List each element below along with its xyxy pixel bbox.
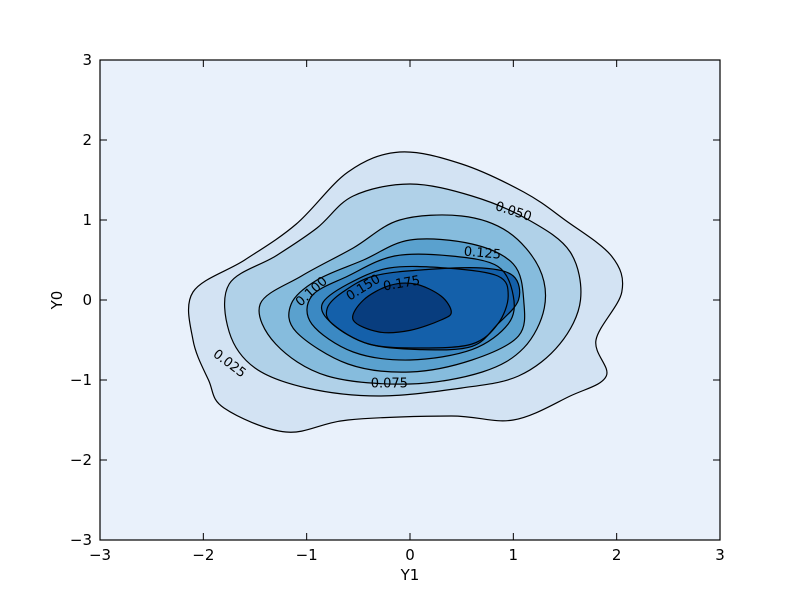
contour-fill-0.2 [352, 283, 452, 333]
y-axis-label: Y0 [48, 291, 66, 311]
contour-line-0.1 [288, 238, 526, 373]
y-tick-label: −3 [70, 531, 92, 549]
x-tick-label: 1 [509, 546, 519, 564]
contour-line-0.2 [352, 282, 452, 334]
contour-lines [187, 151, 624, 433]
y-tick-label: −2 [70, 451, 92, 469]
contour-label-0.175: 0.175 [382, 273, 421, 294]
y-tick-label: 2 [82, 131, 92, 149]
contour-line-0.05 [224, 183, 582, 397]
x-axis-ticks: −3 −2 −1 0 1 2 3 [89, 60, 725, 564]
contour-line-0.025 [187, 151, 624, 433]
x-tick-label: 2 [612, 546, 622, 564]
x-tick-label: 3 [715, 546, 725, 564]
x-tick-label: −1 [296, 546, 318, 564]
contour-line-0.15 [320, 265, 509, 349]
contour-line-0.175 [325, 267, 521, 351]
y-tick-label: 3 [82, 51, 92, 69]
contour-label-0.075: 0.075 [371, 377, 408, 392]
contour-line-0.125 [306, 253, 515, 361]
y-axis-ticks: −3 −2 −1 0 1 2 3 [70, 51, 720, 549]
contour-line-0.075 [258, 214, 547, 385]
x-axis-label: Y1 [400, 566, 420, 584]
x-tick-label: −3 [89, 546, 111, 564]
contour-label-0.125: 0.125 [463, 245, 501, 263]
y-tick-label: −1 [70, 371, 92, 389]
y-tick-label: 1 [82, 211, 92, 229]
x-tick-label: −2 [192, 546, 214, 564]
x-tick-label: 0 [405, 546, 415, 564]
contour-fills [188, 151, 623, 433]
y-tick-label: 0 [82, 291, 92, 309]
